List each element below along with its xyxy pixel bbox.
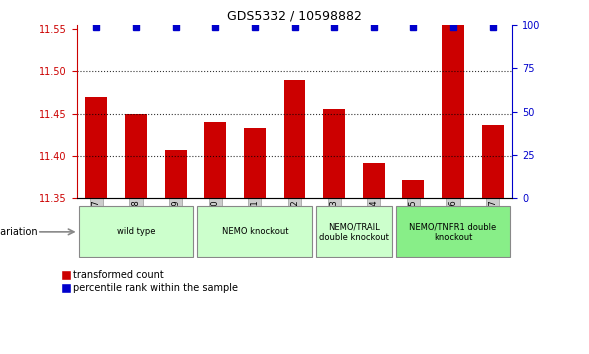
Text: wild type: wild type [117, 227, 155, 236]
Bar [125, 114, 147, 198]
Bar [402, 179, 424, 198]
Title: GDS5332 / 10598882: GDS5332 / 10598882 [227, 9, 362, 22]
Bar [283, 80, 305, 198]
Text: NEMO/TRAIL
double knockout: NEMO/TRAIL double knockout [319, 222, 389, 241]
Bar [244, 128, 266, 198]
FancyBboxPatch shape [316, 206, 392, 257]
Text: NEMO knockout: NEMO knockout [221, 227, 288, 236]
Text: NEMO/TNFR1 double
knockout: NEMO/TNFR1 double knockout [409, 222, 497, 241]
Bar [85, 97, 107, 198]
Bar [204, 122, 226, 198]
FancyBboxPatch shape [396, 206, 511, 257]
Bar [482, 125, 504, 198]
FancyBboxPatch shape [78, 206, 193, 257]
Bar [442, 25, 464, 198]
FancyBboxPatch shape [197, 206, 312, 257]
Text: genotype/variation: genotype/variation [0, 227, 38, 237]
Bar [323, 109, 345, 198]
Legend: transformed count, percentile rank within the sample: transformed count, percentile rank withi… [64, 270, 239, 293]
Bar [363, 163, 385, 198]
Bar [165, 150, 187, 198]
